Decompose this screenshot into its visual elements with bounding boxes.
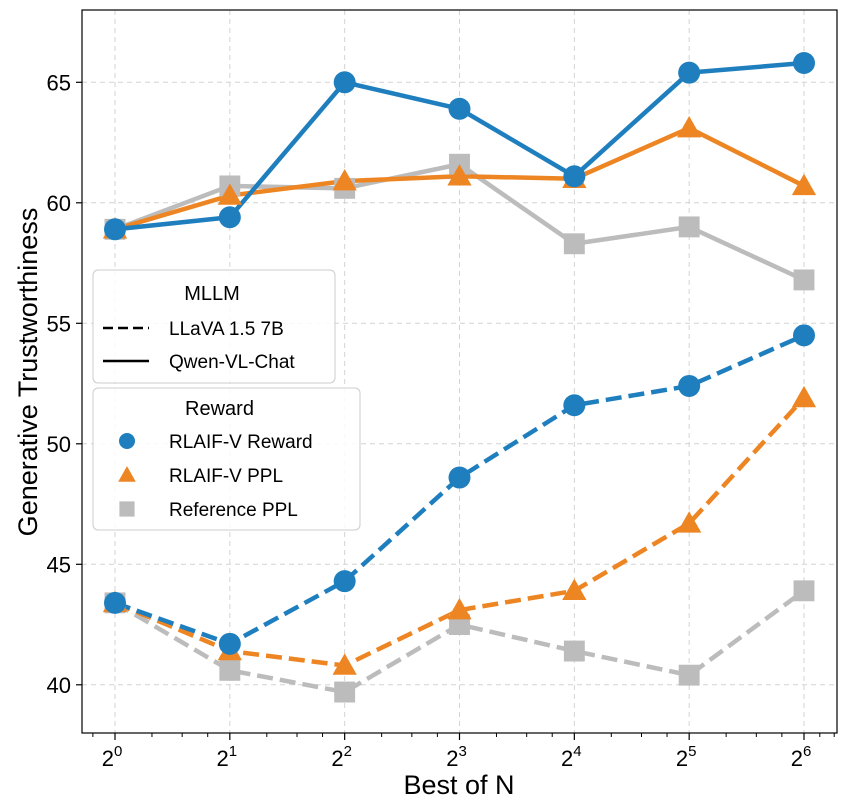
data-point-square (563, 233, 585, 255)
legend-marker-triangle (118, 466, 136, 482)
x-tick-exponent: 2 (344, 743, 352, 760)
data-point-square (793, 269, 815, 291)
y-tick-label: 65 (47, 70, 71, 95)
x-tick-base: 2 (446, 746, 458, 771)
data-point-triangle (217, 183, 242, 205)
data-point-circle (218, 632, 241, 655)
x-tick-exponent: 4 (573, 743, 581, 760)
data-point-circle (104, 591, 126, 614)
x-tick-exponent: 0 (114, 743, 122, 760)
data-point-circle (678, 374, 701, 397)
x-tick-base: 2 (217, 746, 229, 771)
data-point-triangle (677, 115, 702, 138)
x-tick-exponent: 6 (803, 743, 811, 760)
x-tick-label: 22 (331, 743, 352, 771)
y-tick-label: 45 (47, 552, 71, 577)
y-axis-title: Generative Trustworthiness (13, 208, 43, 537)
data-point-circle (218, 206, 241, 229)
data-point-circle (333, 71, 356, 94)
legend-reward-box (92, 387, 361, 531)
x-tick-label: 20 (102, 743, 123, 771)
data-point-triangle (677, 511, 702, 533)
data-point-circle (104, 218, 126, 241)
data-point-circle (563, 165, 586, 188)
y-tick-label: 55 (47, 311, 71, 336)
data-point-triangle (791, 173, 817, 196)
legends: MLLM LLaVA 1.5 7B Qwen-VL-Chat Reward RLAIF-… (92, 269, 361, 531)
x-tick-exponent: 5 (688, 743, 696, 760)
x-tick-base: 2 (791, 746, 803, 771)
data-point-circle (793, 52, 815, 75)
data-point-triangle (332, 653, 357, 675)
legend-mllm-title: MLLM (184, 283, 240, 305)
x-axis-title: Best of N (403, 770, 514, 800)
data-point-circle (448, 97, 471, 120)
x-tick-base: 2 (331, 746, 343, 771)
x-tick-exponent: 3 (458, 743, 466, 760)
data-point-circle (793, 324, 815, 347)
data-point-circle (448, 466, 471, 489)
y-tick-label: 60 (47, 191, 71, 216)
data-point-triangle (447, 597, 472, 620)
data-point-square (563, 640, 585, 662)
data-point-square (678, 664, 700, 686)
legend-reward-label: RLAIF-V PPL (169, 466, 283, 487)
legend-reward-label: RLAIF-V Reward (169, 432, 313, 453)
data-point-triangle (447, 164, 472, 186)
x-tick-base: 2 (676, 746, 688, 771)
legend-marker-circle (119, 433, 135, 449)
x-tick-exponent: 1 (229, 743, 237, 760)
legend-mllm-label: Qwen-VL-Chat (169, 352, 295, 373)
x-tick-label: 25 (676, 743, 697, 771)
y-tick-label: 50 (47, 432, 71, 457)
legend-marker-square (119, 501, 135, 517)
data-point-circle (563, 394, 586, 417)
x-tick-label: 21 (217, 743, 238, 771)
data-point-triangle (562, 578, 587, 601)
x-tick-base: 2 (561, 746, 573, 771)
y-tick-label: 40 (47, 673, 71, 698)
legend-mllm-label: LLaVA 1.5 7B (169, 319, 284, 340)
data-point-square (219, 659, 241, 681)
data-point-triangle (791, 385, 817, 408)
legend-reward-label: Reference PPL (169, 500, 298, 521)
data-point-square (334, 681, 356, 703)
legend-mllm-box (92, 269, 336, 384)
data-point-square (678, 216, 700, 238)
series-markers (102, 52, 817, 703)
data-point-square (793, 580, 815, 602)
x-tick-label: 23 (446, 743, 467, 771)
data-point-triangle (332, 168, 357, 191)
data-point-circle (678, 61, 701, 84)
legend-reward-title: Reward (185, 398, 254, 420)
x-tick-base: 2 (102, 746, 114, 771)
x-tick-label: 26 (791, 743, 812, 771)
x-tick-label: 24 (561, 743, 582, 771)
data-point-circle (333, 570, 356, 593)
